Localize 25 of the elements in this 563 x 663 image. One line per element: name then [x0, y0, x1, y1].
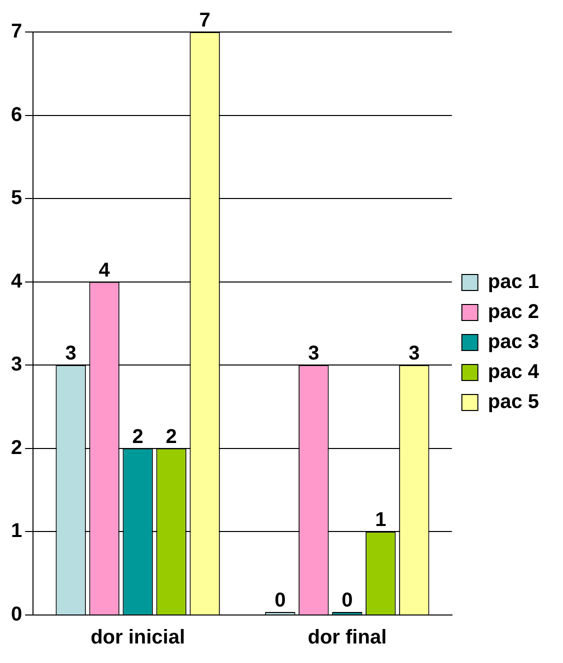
y-tick-label: 4	[11, 270, 23, 292]
x-tick-label: dor final	[308, 626, 387, 649]
y-tick-label: 0	[11, 604, 22, 626]
data-label: 2	[132, 426, 144, 448]
data-label: 3	[308, 342, 320, 365]
y-tick-label: 5	[11, 187, 22, 210]
data-label: 4	[98, 259, 111, 282]
y-tick-label: 3	[11, 354, 22, 376]
legend-label: pac 5	[488, 391, 540, 414]
y-tick-label: 1	[11, 520, 22, 542]
data-label: 3	[408, 342, 420, 365]
data-label: 3	[65, 342, 76, 365]
data-label: 1	[375, 509, 386, 532]
legend-label: pac 4	[488, 361, 540, 384]
y-tick-label: 7	[11, 20, 22, 43]
data-label: 7	[199, 10, 210, 32]
data-label: 0	[274, 590, 286, 612]
legend-label: pac 3	[488, 331, 540, 354]
legend-label: pac 2	[488, 301, 540, 324]
data-label: 2	[166, 426, 177, 448]
data-label: 0	[342, 590, 353, 612]
y-tick-label: 2	[11, 436, 22, 459]
legend-label: pac 1	[488, 271, 540, 294]
y-tick-label: 6	[11, 104, 22, 126]
x-tick-label: dor inicial	[90, 626, 186, 649]
